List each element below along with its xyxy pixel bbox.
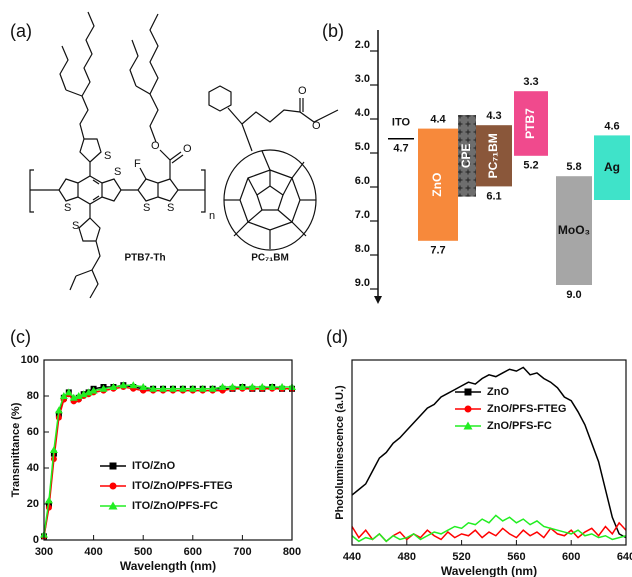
legend-label: ZnO/PFS-FC (487, 420, 552, 432)
x-axis-title: Wavelength (nm) (120, 559, 216, 573)
y-tick-label: 3.0 (355, 73, 370, 85)
legend-label: ZnO/PFS-FTEG (487, 403, 566, 415)
y-tick-label: 4.0 (355, 107, 370, 119)
value-label: 3.3 (523, 76, 538, 88)
x-axis-title: Wavelength (nm) (441, 564, 537, 577)
legend-label: ITO/ZnO/PFS-FC (132, 500, 218, 512)
level-name: ITO (392, 117, 411, 129)
y-axis-title: Transmittance (%) (10, 402, 22, 497)
value-label: 4.7 (393, 143, 408, 155)
ptb7-th-structure (30, 12, 205, 298)
x-tick-label: 480 (398, 551, 416, 563)
level-name: MoO₃ (558, 223, 590, 237)
pc71bm-structure (209, 86, 338, 250)
atom-label: S (114, 166, 121, 178)
value-label: 4.3 (486, 110, 501, 122)
x-tick-label: 600 (562, 551, 580, 563)
y-tick-label: 2.0 (355, 39, 370, 51)
atom-label: F (134, 158, 141, 170)
panel-label: (d) (326, 327, 348, 347)
marker (45, 496, 53, 503)
atom-label: S (167, 202, 174, 214)
y-tick-label: 9.0 (355, 277, 370, 289)
y-tick-label: 40 (27, 462, 39, 474)
legend-label: ITO/ZnO (132, 460, 176, 472)
marker (110, 483, 117, 490)
x-tick-label: 560 (507, 551, 525, 563)
x-tick-label: 700 (233, 546, 251, 558)
legend-label: ZnO (487, 386, 509, 398)
atom-label: S (72, 220, 79, 232)
x-tick-label: 300 (35, 546, 53, 558)
marker (50, 446, 58, 453)
atom-label: S (104, 150, 111, 162)
panel-label: (a) (10, 21, 32, 41)
level-name: PC₇₁BM (486, 133, 500, 178)
x-tick-label: 800 (283, 546, 301, 558)
value-label: 6.1 (486, 190, 501, 202)
atom-label: O (151, 140, 160, 152)
value-label: 5.8 (566, 161, 581, 173)
x-tick-label: 640 (617, 551, 632, 563)
y-tick-label: 80 (27, 390, 39, 402)
value-label: 7.7 (430, 245, 445, 257)
panel-a: (a) S S S (10, 12, 338, 298)
y-tick-label: 7.0 (355, 209, 370, 221)
y-tick-label: 5.0 (355, 141, 370, 153)
value-label: 4.6 (604, 120, 619, 132)
y-axis-title: Photoluminescence (a.U.) (334, 385, 346, 520)
atom-label: S (143, 202, 150, 214)
y-tick-label: 8.0 (355, 243, 370, 255)
x-tick-label: 440 (343, 551, 361, 563)
atom-label: O (183, 143, 192, 155)
legend-label: ITO/ZnO/PFS-FTEG (132, 480, 233, 492)
panel-label: (b) (322, 21, 344, 41)
level-name: ZnO (430, 173, 444, 197)
atom-label: n (209, 210, 215, 222)
figure: (a) S S S (0, 0, 632, 577)
level-name: CPE (459, 143, 473, 168)
molecule-name: PTB7-Th (124, 253, 165, 264)
value-label: 5.2 (523, 160, 538, 172)
x-tick-label: 500 (134, 546, 152, 558)
y-tick-label: 100 (21, 354, 39, 366)
molecule-name: PC₇₁BM (251, 253, 289, 264)
series-line (352, 515, 626, 541)
x-tick-label: 400 (84, 546, 102, 558)
atom-label: S (64, 202, 71, 214)
charts: (b) 2.0 3.0 4.0 5.0 6.0 7.0 8.0 9.0 ITO 4.7 ZnO 4.4 7… (10, 21, 632, 577)
atom-label: O (298, 85, 307, 97)
x-tick-label: 520 (452, 551, 470, 563)
y-tick-label: 0 (33, 534, 39, 546)
series-line (352, 523, 626, 542)
atom-label: O (312, 120, 321, 132)
marker (465, 406, 472, 413)
level-name: Ag (604, 160, 620, 174)
y-tick-label: 20 (27, 498, 39, 510)
marker (465, 389, 472, 396)
axis-arrow (374, 296, 382, 304)
level-name: PTB7 (523, 108, 537, 139)
value-label: 9.0 (566, 289, 581, 301)
marker (110, 463, 117, 470)
y-tick-label: 60 (27, 426, 39, 438)
y-tick-label: 6.0 (355, 175, 370, 187)
value-label: 4.4 (430, 114, 446, 126)
x-tick-label: 600 (184, 546, 202, 558)
panel-label: (c) (10, 327, 31, 347)
